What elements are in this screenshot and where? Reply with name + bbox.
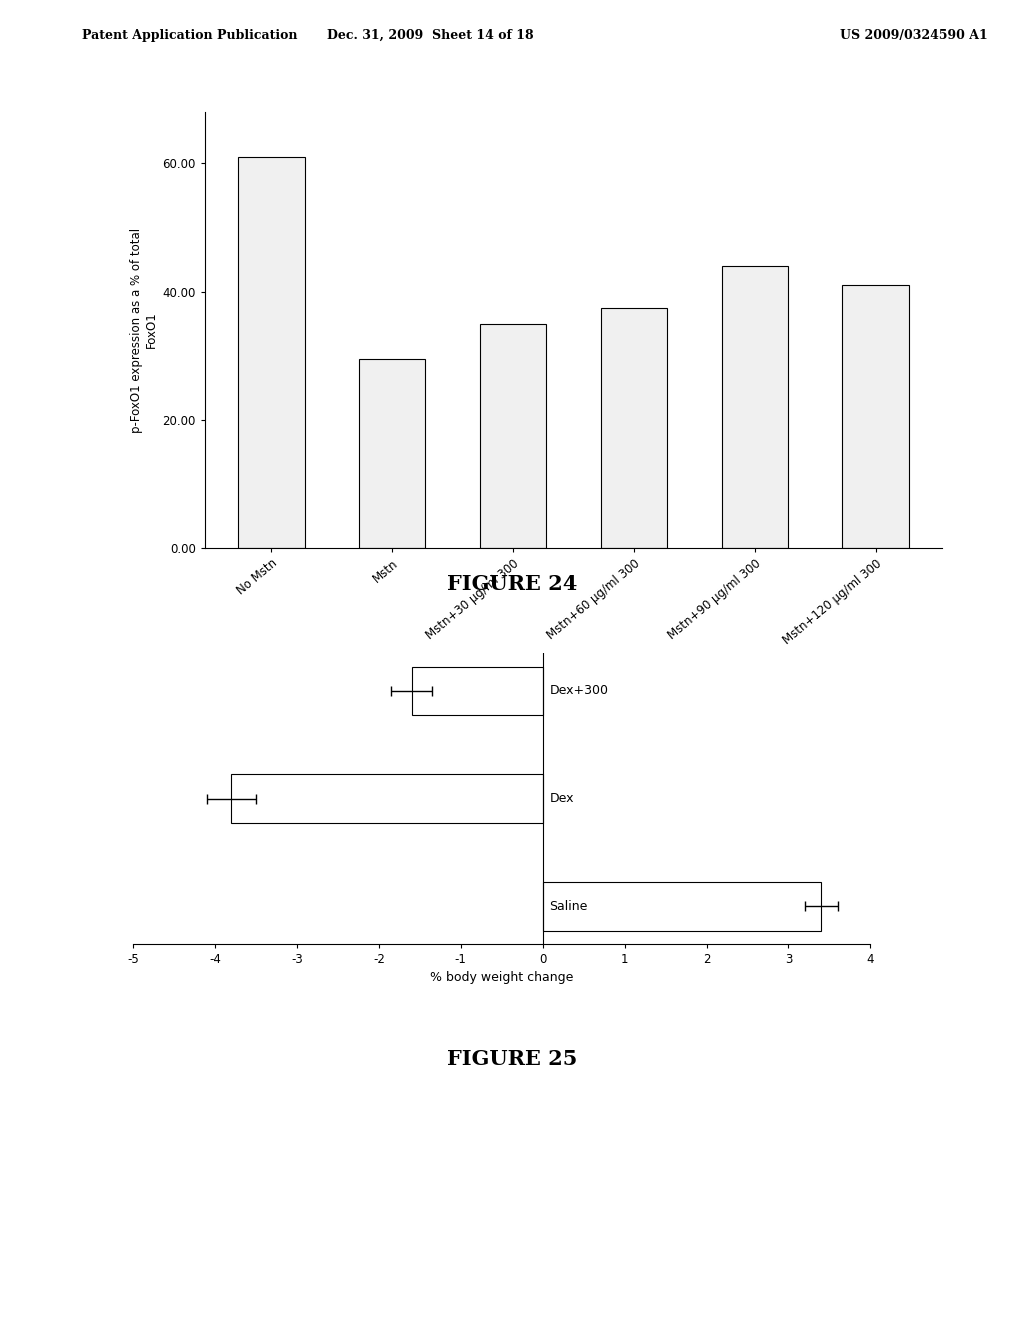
X-axis label: % body weight change: % body weight change: [430, 972, 573, 985]
Text: Patent Application Publication: Patent Application Publication: [82, 29, 297, 42]
Text: Dex: Dex: [549, 792, 573, 805]
Y-axis label: p-FoxO1 expression as a % of total
FoxO1: p-FoxO1 expression as a % of total FoxO1: [130, 227, 159, 433]
Bar: [358, 359, 425, 548]
Bar: [231, 775, 543, 822]
Bar: [412, 667, 543, 715]
Text: FIGURE 24: FIGURE 24: [446, 574, 578, 594]
Bar: [480, 323, 546, 548]
Bar: [238, 157, 304, 548]
Bar: [601, 308, 667, 548]
Text: Dex+300: Dex+300: [549, 684, 608, 697]
Text: US 2009/0324590 A1: US 2009/0324590 A1: [840, 29, 987, 42]
Bar: [843, 285, 909, 548]
Text: FIGURE 25: FIGURE 25: [446, 1049, 578, 1069]
Bar: [543, 882, 821, 931]
Bar: [722, 265, 788, 548]
Text: Dec. 31, 2009  Sheet 14 of 18: Dec. 31, 2009 Sheet 14 of 18: [327, 29, 534, 42]
Text: Saline: Saline: [549, 900, 588, 913]
